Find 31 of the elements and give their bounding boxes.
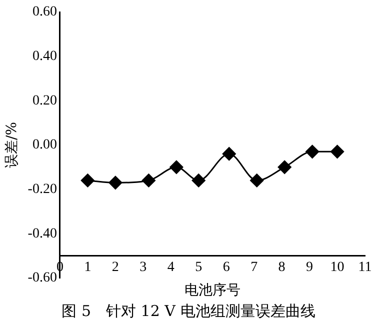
x-tick-label: 1 — [84, 260, 92, 275]
point — [108, 176, 122, 190]
x-tick-label: 9 — [306, 260, 314, 275]
point — [278, 160, 292, 174]
y-tick-label: 0.60 — [32, 4, 57, 20]
y-tick-label: 0.20 — [32, 93, 57, 108]
point — [250, 174, 264, 188]
point — [192, 174, 206, 188]
y-tick-label: -0.60 — [28, 270, 57, 286]
x-tick-label: 8 — [278, 260, 286, 275]
point — [170, 160, 184, 174]
x-tick-label: 4 — [167, 260, 174, 275]
y-tick-label: -0.40 — [28, 226, 57, 242]
x-tick-label: 10 — [330, 260, 344, 275]
y-tick-label: 0.40 — [32, 49, 57, 64]
point — [306, 144, 320, 158]
x-tick-label: 6 — [222, 260, 230, 275]
caption: 图 5 针对 12 V 电池组测量误差曲线 — [60, 302, 316, 321]
point — [222, 147, 236, 161]
x-axis-title: 电池序号 — [184, 282, 240, 299]
x-tick-label: 11 — [358, 260, 372, 275]
y-tick-label: -0.20 — [28, 182, 57, 198]
point — [80, 174, 94, 188]
point — [330, 144, 344, 158]
point — [142, 174, 156, 188]
x-tick-label: 5 — [195, 260, 202, 275]
x-tick-label: 2 — [112, 260, 119, 275]
x-tick-label: 3 — [140, 260, 147, 275]
y-tick-label: 0.00 — [32, 138, 57, 153]
x-tick-label: 7 — [250, 260, 258, 275]
y-axis-title: 误差/% — [4, 122, 20, 168]
